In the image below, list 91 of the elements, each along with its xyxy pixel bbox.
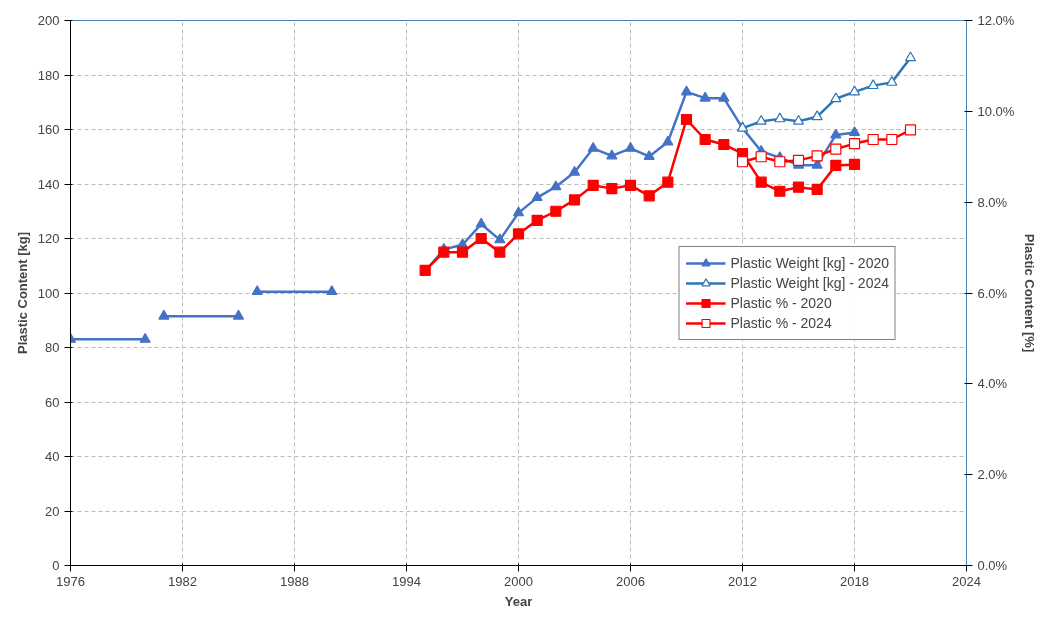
y-tick-label: 20 <box>45 503 60 519</box>
y-tick-label: 60 <box>45 394 60 410</box>
x-tick-label: 1976 <box>56 573 85 589</box>
point <box>755 176 767 188</box>
point <box>662 176 674 188</box>
y-tick-label: 120 <box>37 231 60 246</box>
point <box>718 138 730 151</box>
legend-label: Plastic % - 2020 <box>730 294 832 311</box>
point <box>643 150 655 160</box>
point <box>494 233 506 244</box>
point <box>904 124 917 136</box>
y-tick-label: 100 <box>37 285 60 301</box>
y2-tick-label: 2.0% <box>977 467 1008 483</box>
point <box>811 150 823 162</box>
point <box>643 190 655 202</box>
point <box>867 79 879 90</box>
point <box>438 246 450 258</box>
point <box>830 159 842 171</box>
point <box>568 165 581 176</box>
point <box>736 156 749 168</box>
point <box>531 191 543 202</box>
point <box>830 92 842 103</box>
legend-label: Plastic Weight [kg] - 2020 <box>730 254 889 271</box>
x-tick-label: 2012 <box>728 573 757 589</box>
point <box>550 205 562 217</box>
point <box>699 133 711 146</box>
point <box>774 156 786 168</box>
point <box>680 85 693 96</box>
y2-tick-label: 6.0% <box>977 285 1008 301</box>
y-tick-label: 180 <box>37 67 60 83</box>
point <box>475 232 487 245</box>
point <box>755 151 767 163</box>
point <box>811 183 823 196</box>
point <box>886 133 898 146</box>
point <box>774 185 786 197</box>
x-tick-label: 2006 <box>616 573 645 589</box>
y2-tick-label: 10.0% <box>977 103 1015 119</box>
y2-axis-title: Plastic Content [%] <box>1022 233 1038 353</box>
y2-tick-label: 8.0% <box>977 194 1008 210</box>
y-tick-label: 0 <box>52 558 60 573</box>
point <box>606 182 618 195</box>
y-tick-label: 160 <box>37 122 60 137</box>
point <box>867 133 879 146</box>
point <box>848 85 861 96</box>
point <box>718 91 730 102</box>
point <box>475 217 487 228</box>
point <box>456 246 469 258</box>
point <box>830 128 842 139</box>
point <box>606 149 618 160</box>
x-tick-label: 1982 <box>168 573 197 589</box>
x-tick-label: 1988 <box>280 573 309 589</box>
point <box>662 135 674 146</box>
y-tick-label: 200 <box>37 13 60 28</box>
point <box>587 141 599 152</box>
point <box>512 206 525 217</box>
x-axis-title: Year <box>504 593 533 609</box>
point <box>792 114 805 125</box>
point <box>811 110 823 121</box>
point <box>848 137 861 150</box>
y2-tick-label: 4.0% <box>977 376 1008 392</box>
x-tick-label: 2024 <box>952 573 981 589</box>
y-tick-label: 40 <box>45 449 60 464</box>
x-tick-label: 1994 <box>392 573 421 589</box>
point <box>848 158 861 171</box>
point <box>531 214 543 226</box>
point <box>680 113 693 126</box>
point <box>755 114 767 125</box>
point <box>792 181 805 193</box>
y2-tick-label: 12.0% <box>977 13 1015 28</box>
point <box>512 228 525 240</box>
point <box>699 91 711 102</box>
point <box>774 112 786 123</box>
point <box>624 141 637 152</box>
x-tick-label: 2000 <box>504 573 533 589</box>
point <box>568 194 581 206</box>
point <box>494 246 506 258</box>
y-tick-label: 80 <box>45 340 60 355</box>
x-tick-label: 2018 <box>840 573 869 589</box>
legend-label: Plastic Weight [kg] - 2024 <box>730 274 889 291</box>
y-axis-title: Plastic Content [kg] <box>14 231 30 355</box>
y-tick-label: 140 <box>37 176 60 192</box>
point <box>848 126 861 136</box>
legend-label: Plastic % - 2024 <box>730 314 832 331</box>
point <box>886 75 898 86</box>
point <box>792 154 805 166</box>
point <box>587 179 599 191</box>
point <box>904 51 917 62</box>
point <box>624 179 637 191</box>
point <box>830 143 842 155</box>
y2-tick-label: 0.0% <box>977 558 1008 573</box>
point <box>550 180 562 191</box>
